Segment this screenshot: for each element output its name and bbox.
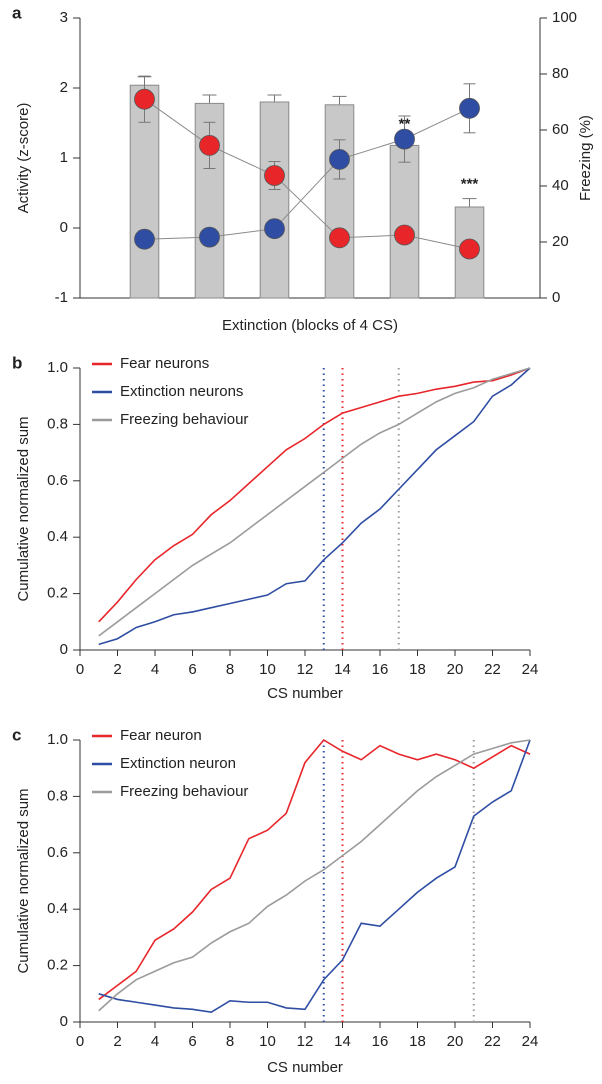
series-line	[98, 739, 531, 1013]
bar	[389, 144, 420, 299]
y2-axis-label: Freezing (%)	[577, 115, 594, 201]
x-tick-label: 8	[226, 661, 234, 678]
y-tick-label: -1	[55, 289, 68, 306]
marker	[329, 148, 350, 170]
y-tick-label: 0.6	[47, 472, 68, 489]
y-tick-label: 0.4	[47, 528, 68, 545]
y2-tick-label: 60	[552, 121, 569, 138]
annotation: **	[399, 115, 411, 132]
x-tick-label: 16	[372, 1033, 389, 1050]
x-tick-label: 16	[372, 661, 389, 678]
x-tick-label: 4	[151, 1033, 159, 1050]
error-bar	[202, 94, 217, 104]
marker	[394, 224, 415, 246]
marker	[199, 134, 220, 156]
x-tick-label: 18	[409, 661, 426, 678]
y-tick-label: 2	[60, 79, 68, 96]
x-tick-label: 10	[259, 661, 276, 678]
marker	[199, 226, 220, 248]
x-tick-label: 24	[522, 661, 539, 678]
legend-label: Fear neuron	[120, 727, 202, 744]
marker	[134, 88, 155, 110]
y-tick-label: 1.0	[47, 731, 68, 748]
y-tick-label: 0.8	[47, 787, 68, 804]
y-axis-label: Cumulative normalized sum	[15, 788, 32, 973]
y-axis-label: Cumulative normalized sum	[15, 416, 32, 601]
series-line	[98, 367, 531, 646]
y-tick-label: 1.0	[47, 359, 68, 376]
y2-tick-label: 100	[552, 9, 577, 26]
y-axis-label: Activity (z-score)	[15, 103, 32, 214]
y-tick-label: 0.2	[47, 957, 68, 974]
x-tick-label: 20	[447, 661, 464, 678]
legend-label: Extinction neuron	[120, 755, 236, 772]
panel-label: b	[12, 353, 22, 372]
marker	[264, 218, 285, 240]
y-tick-label: 3	[60, 9, 68, 26]
x-tick-label: 12	[297, 661, 314, 678]
y-tick-label: 0.8	[47, 415, 68, 432]
y-tick-label: 0.4	[47, 900, 68, 917]
series-line	[98, 739, 531, 1012]
bar	[324, 104, 355, 299]
y-tick-label: 0.2	[47, 585, 68, 602]
marker	[264, 165, 285, 186]
x-tick-label: 18	[409, 1033, 426, 1050]
y-tick-label: 0.6	[47, 844, 68, 861]
series-line	[98, 738, 531, 1001]
x-tick-label: 0	[76, 661, 84, 678]
marker	[329, 227, 350, 249]
legend-label: Freezing behaviour	[120, 411, 248, 428]
legend-label: Freezing behaviour	[120, 783, 248, 800]
panel-label: a	[12, 3, 22, 22]
legend-label: Extinction neurons	[120, 383, 243, 400]
legend-label: Fear neurons	[120, 355, 209, 372]
y-tick-label: 0	[60, 641, 68, 658]
bar	[129, 84, 160, 299]
series-line	[144, 98, 470, 250]
x-tick-label: 14	[334, 1033, 351, 1050]
x-tick-label: 4	[151, 661, 159, 678]
x-tick-label: 2	[113, 661, 121, 678]
error-bar	[332, 95, 347, 105]
x-tick-label: 22	[484, 1033, 501, 1050]
series-line	[98, 367, 531, 623]
x-tick-label: 8	[226, 1033, 234, 1050]
marker	[134, 228, 155, 250]
series-line	[144, 107, 470, 240]
x-axis-label: Extinction (blocks of 4 CS)	[222, 317, 398, 334]
x-tick-label: 2	[113, 1033, 121, 1050]
x-tick-label: 14	[334, 661, 351, 678]
y2-tick-label: 80	[552, 65, 569, 82]
x-tick-label: 0	[76, 1033, 84, 1050]
y-tick-label: 0	[60, 1013, 68, 1030]
annotation: ***	[461, 176, 479, 193]
y2-tick-label: 0	[552, 289, 560, 306]
x-tick-label: 20	[447, 1033, 464, 1050]
y-tick-label: 0	[60, 219, 68, 236]
marker	[459, 238, 480, 260]
marker	[459, 97, 480, 119]
marker	[394, 128, 415, 150]
error-bar	[267, 94, 282, 102]
y-tick-label: 1	[60, 149, 68, 166]
x-axis-label: CS number	[267, 1059, 343, 1076]
x-tick-label: 6	[188, 1033, 196, 1050]
x-tick-label: 6	[188, 661, 196, 678]
y2-tick-label: 20	[552, 233, 569, 250]
x-tick-label: 22	[484, 661, 501, 678]
bar	[259, 101, 290, 299]
x-tick-label: 10	[259, 1033, 276, 1050]
x-tick-label: 12	[297, 1033, 314, 1050]
error-bar	[462, 198, 477, 207]
x-axis-label: CS number	[267, 685, 343, 702]
y2-tick-label: 40	[552, 177, 569, 194]
series-line	[98, 367, 531, 637]
x-tick-label: 24	[522, 1033, 539, 1050]
panel-label: c	[12, 725, 21, 744]
